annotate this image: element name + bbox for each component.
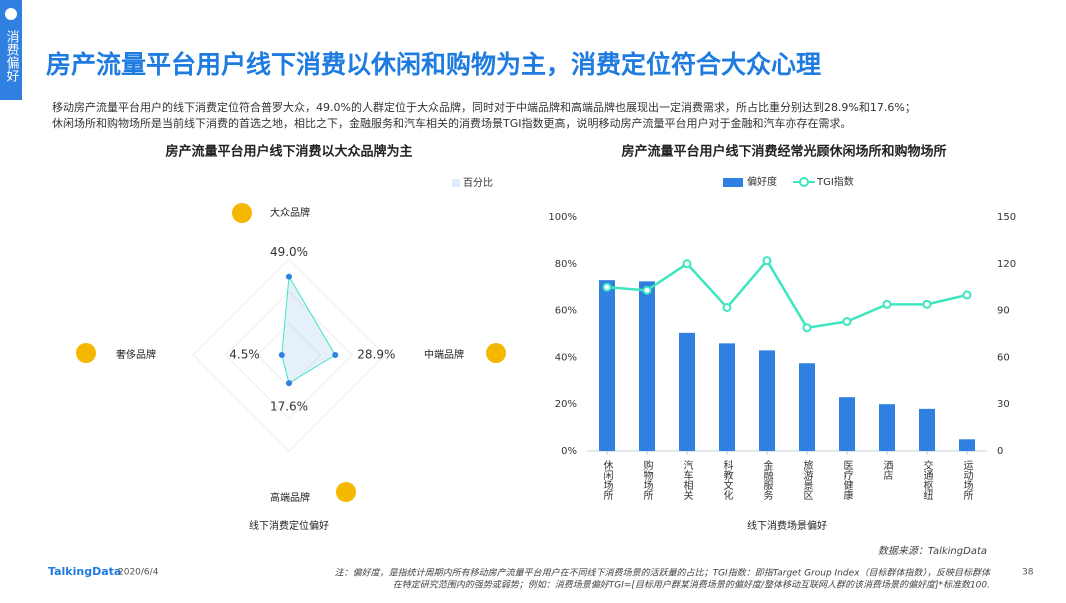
bar — [799, 363, 815, 451]
page-title: 房产流量平台用户线下消费以休闲和购物为主，消费定位符合大众心理 — [46, 50, 821, 79]
sidebar-text: 消费偏好 — [4, 30, 20, 82]
radar-grid — [192, 258, 386, 452]
legend-label: 偏好度 — [747, 175, 777, 188]
radar-point — [286, 380, 292, 387]
sidebar-bar — [0, 0, 22, 100]
line-point — [682, 259, 692, 269]
x-tick-label: 交通枢纽 — [921, 459, 933, 500]
legend-marker — [799, 177, 809, 187]
legend-label: 百分比 — [463, 177, 493, 189]
radar-category: 大众品牌 — [270, 206, 310, 219]
legend-label: TGI指数 — [816, 175, 854, 188]
x-tick-label: 购物场所 — [641, 459, 653, 501]
y2-tick-label: 90 — [997, 306, 1010, 317]
axis-title: 线下消费定位偏好 — [249, 519, 329, 532]
note: 在特定研究范围内的强势或弱势；例如：消费场景偏好TGI=[目标用户群某消费场景的… — [393, 580, 990, 591]
sidebar-icon — [5, 8, 17, 20]
source: 数据来源：TalkingData — [878, 545, 987, 557]
y-tick-label: 40% — [555, 352, 577, 363]
y-tick-label: 20% — [555, 399, 577, 410]
y-tick-label: 60% — [555, 306, 577, 317]
x-tick-label: 休闲场所 — [601, 460, 613, 501]
legend-swatch — [452, 179, 460, 187]
value-label: 28.9% — [357, 348, 395, 362]
radar-point — [286, 273, 292, 280]
line-point — [882, 299, 892, 309]
radar-category: 中端品牌 — [424, 348, 464, 361]
description: 休闲场所和购物场所是当前线下消费的首选之地，相比之下，金融服务和汽车相关的消费场… — [52, 116, 851, 130]
date: 2020/6/4 — [118, 568, 159, 578]
icons — [76, 203, 506, 502]
bar — [639, 281, 655, 451]
line-point — [642, 285, 652, 295]
line-point — [962, 290, 972, 300]
x-axis-label: 线下消费场景偏好 — [747, 519, 827, 532]
y2-tick-label: 120 — [997, 259, 1016, 270]
x-tick-label: 汽车相关 — [681, 459, 693, 501]
radar-point — [332, 352, 339, 358]
line-point — [922, 299, 932, 309]
value-label: 49.0% — [270, 245, 308, 259]
line-point — [762, 256, 772, 266]
legend-swatch — [723, 178, 743, 187]
y-tick-label: 80% — [555, 259, 577, 270]
y2-tick-label: 60 — [997, 352, 1010, 363]
bar — [599, 280, 615, 451]
bar — [719, 343, 735, 451]
line-point — [602, 282, 612, 292]
radar-category: 高端品牌 — [270, 491, 310, 504]
logo: TalkingData — [48, 565, 121, 578]
x-tick-label: 旅游景区 — [801, 459, 813, 500]
radar-category: 奢侈品牌 — [116, 348, 156, 361]
x-tick-label: 科教文化 — [721, 459, 733, 500]
y2-tick-label: 150 — [997, 212, 1016, 223]
bar — [879, 404, 895, 451]
bar — [759, 350, 775, 451]
value-label: 17.6% — [270, 400, 308, 414]
note: 注：偏好度，是指统计周期内所有移动房产流量平台用户在不同线下消费场景的活跃量的占… — [335, 568, 992, 579]
x-tick-label: 医疗健康 — [841, 460, 853, 500]
y2-tick-label: 0 — [997, 446, 1003, 457]
x-tick-label: 运动场所 — [961, 460, 973, 501]
chart-title: 房产流量平台用户线下消费以大众品牌为主 — [165, 144, 412, 160]
line-point — [842, 317, 852, 327]
radar-grid — [224, 290, 354, 420]
bar — [679, 332, 695, 451]
bar — [959, 439, 975, 451]
radar-grid — [256, 322, 322, 388]
y2-tick-label: 30 — [997, 399, 1010, 410]
page-number: 38 — [1022, 568, 1034, 578]
value-label: 4.5% — [229, 348, 260, 362]
x-tick-label: 酒店 — [881, 460, 893, 481]
bar — [919, 408, 935, 451]
chart-title: 房产流量平台用户线下消费经常光顾休闲场所和购物场所 — [621, 144, 946, 160]
bar — [839, 397, 855, 451]
y-tick-label: 0% — [561, 446, 577, 457]
line — [606, 258, 968, 330]
y-tick-label: 100% — [548, 212, 577, 223]
description: 移动房产流量平台用户的线下消费定位符合普罗大众，49.0%的人群定位于大众品牌，… — [52, 100, 916, 114]
radar-point — [278, 352, 285, 358]
x-tick-label: 金融服务 — [761, 459, 773, 501]
line-point — [802, 323, 812, 333]
line-point — [722, 302, 732, 312]
